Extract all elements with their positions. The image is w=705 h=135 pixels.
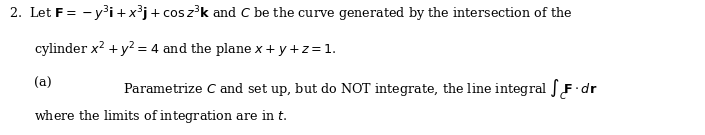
- Text: 2.  Let $\mathbf{F} = -y^3\mathbf{i} + x^3\mathbf{j} + \cos z^3\mathbf{k}$ and $: 2. Let $\mathbf{F} = -y^3\mathbf{i} + x^…: [9, 4, 572, 24]
- Text: (a): (a): [34, 77, 51, 90]
- Text: cylinder $x^2 + y^2 = 4$ and the plane $x + y + z = 1$.: cylinder $x^2 + y^2 = 4$ and the plane $…: [34, 40, 336, 60]
- Text: Parametrize $C$ and set up, but do NOT integrate, the line integral $\int_C\!\ma: Parametrize $C$ and set up, but do NOT i…: [123, 77, 598, 102]
- Text: where the limits of integration are in $t$.: where the limits of integration are in $…: [34, 108, 287, 125]
